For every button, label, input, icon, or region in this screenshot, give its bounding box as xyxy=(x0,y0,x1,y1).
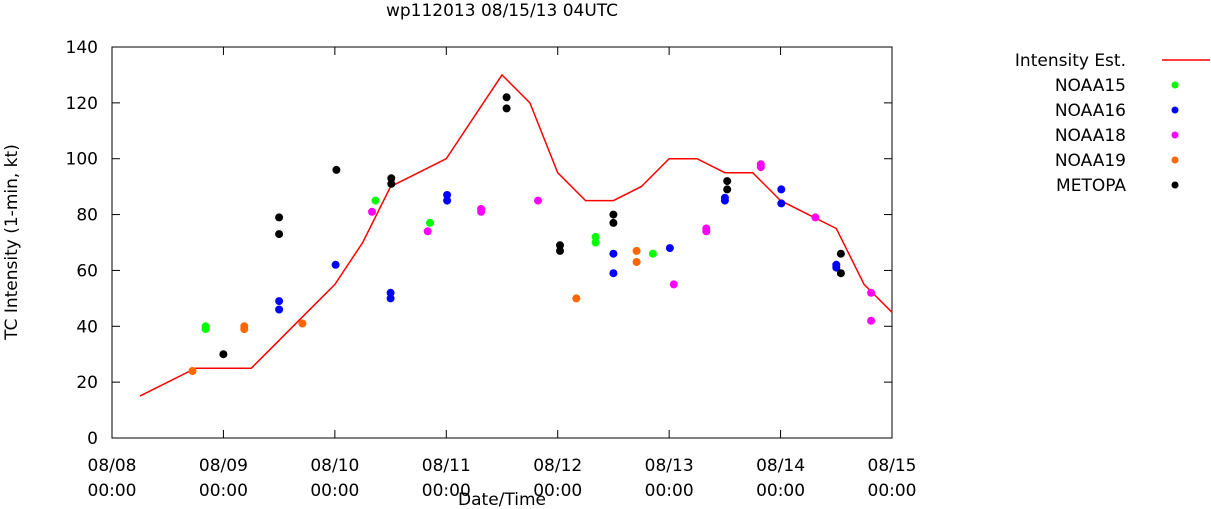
y-tick-label: 0 xyxy=(87,429,98,449)
data-point xyxy=(443,196,452,205)
data-point xyxy=(332,165,341,174)
data-point xyxy=(665,244,674,253)
x-tick-label: 00:00 xyxy=(422,481,471,501)
data-point xyxy=(632,258,641,266)
x-tick-label: 00:00 xyxy=(756,481,805,501)
data-point xyxy=(867,288,876,297)
legend-label: NOAA15 xyxy=(1055,76,1126,96)
data-point xyxy=(386,294,395,303)
data-point xyxy=(298,319,307,328)
data-point xyxy=(867,316,876,325)
legend: Intensity Est. NOAA15 NOAA16 NOAA18 NOAA19 ME… xyxy=(1015,51,1210,196)
data-point xyxy=(502,93,511,102)
legend-point-swatch xyxy=(1171,131,1179,139)
x-tick-label: 08/14 xyxy=(756,456,805,476)
data-point xyxy=(386,288,395,297)
data-point xyxy=(777,185,786,194)
data-point xyxy=(275,213,284,222)
legend-label: NOAA16 xyxy=(1055,101,1126,121)
chart-title: wp112013 08/15/13 04UTC xyxy=(386,1,618,21)
x-tick-label: 00:00 xyxy=(645,481,694,501)
legend-label: NOAA19 xyxy=(1055,151,1126,171)
x-axis-label: Date/Time xyxy=(458,490,546,509)
data-point xyxy=(426,218,434,227)
data-point xyxy=(609,210,618,219)
legend-label: NOAA18 xyxy=(1055,126,1126,146)
data-point xyxy=(534,196,542,205)
data-point xyxy=(836,249,845,258)
data-point xyxy=(275,297,284,306)
data-point xyxy=(502,104,511,113)
x-tick-label: 00:00 xyxy=(310,481,359,501)
legend-point-swatch xyxy=(1171,156,1179,164)
data-point xyxy=(632,246,641,255)
data-point xyxy=(423,227,432,236)
data-point xyxy=(811,213,820,222)
data-point xyxy=(219,350,228,359)
legend-label: Intensity Est. xyxy=(1015,51,1126,71)
x-tick-label: 08/08 xyxy=(88,456,137,476)
data-point xyxy=(201,325,210,334)
data-point xyxy=(240,325,249,334)
x-tick-label: 08/11 xyxy=(422,456,471,476)
data-point xyxy=(371,196,380,205)
data-point xyxy=(777,199,786,208)
data-point xyxy=(443,191,452,199)
plot-frame xyxy=(111,46,893,439)
data-point xyxy=(275,230,284,239)
y-tick-label: 40 xyxy=(76,317,98,337)
x-tick-label: 08/13 xyxy=(645,456,694,476)
x-tick-label: 00:00 xyxy=(533,481,582,501)
data-point xyxy=(591,232,600,241)
legend-point-swatch xyxy=(1171,81,1179,89)
y-tick-label: 20 xyxy=(76,373,98,393)
data-point xyxy=(556,241,564,250)
data-point xyxy=(702,227,711,236)
y-axis-label: TC Intensity (1-min, kt) xyxy=(2,144,22,341)
y-tick-label: 100 xyxy=(66,150,98,170)
data-point xyxy=(556,246,564,255)
data-point xyxy=(723,177,732,186)
data-point xyxy=(591,238,600,247)
data-point xyxy=(723,185,732,194)
x-tick-label: 08/12 xyxy=(533,456,582,476)
data-point xyxy=(609,249,618,258)
data-point xyxy=(331,260,340,269)
x-tick-label: 00:00 xyxy=(199,481,248,501)
data-point xyxy=(387,174,396,183)
data-point xyxy=(572,294,581,303)
x-tick-label: 08/15 xyxy=(868,456,917,476)
axes: 0 20 40 60 80 100 120 140 08/08 00:00 08/09 00:00 08… xyxy=(66,38,917,501)
legend-point-swatch xyxy=(1171,181,1179,189)
data-point xyxy=(609,218,618,227)
data-point xyxy=(756,163,765,172)
data-point xyxy=(368,207,376,216)
data-point xyxy=(720,196,729,205)
legend-label: METOPA xyxy=(1056,176,1126,196)
y-tick-label: 120 xyxy=(66,94,98,114)
x-tick-label: 00:00 xyxy=(868,481,917,501)
data-point xyxy=(275,305,284,314)
data-point xyxy=(609,269,618,278)
y-tick-label: 60 xyxy=(76,261,98,281)
y-tick-label: 80 xyxy=(76,206,98,226)
data-point xyxy=(832,263,841,272)
plot-area xyxy=(139,73,893,397)
x-tick-label: 08/10 xyxy=(310,456,359,476)
data-point xyxy=(836,269,845,278)
x-tick-label: 08/09 xyxy=(199,456,248,476)
legend-point-swatch xyxy=(1171,106,1179,114)
data-point xyxy=(648,249,657,258)
y-tick-label: 140 xyxy=(66,38,98,58)
data-point xyxy=(477,207,486,216)
data-point xyxy=(387,179,396,188)
intensity-line xyxy=(139,73,893,397)
x-tick-label: 00:00 xyxy=(88,481,137,501)
data-point xyxy=(669,280,678,289)
data-point xyxy=(188,367,197,375)
